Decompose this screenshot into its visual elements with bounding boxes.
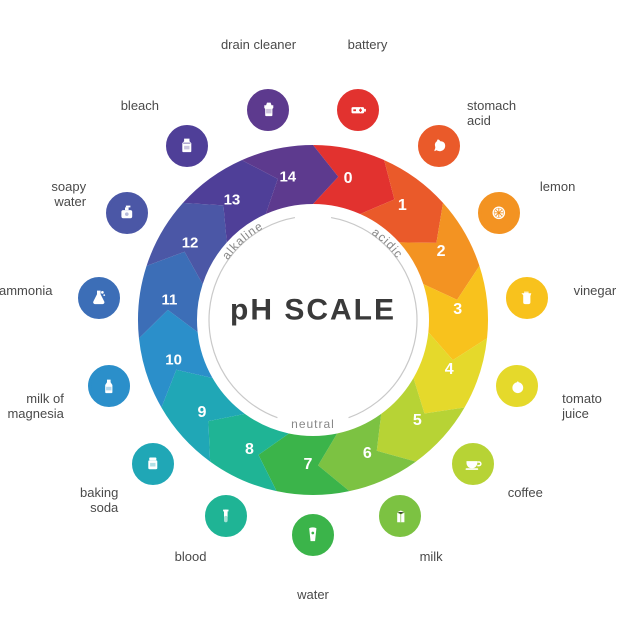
ph-icon-13 — [166, 125, 208, 167]
ph-label-12: soapy water — [51, 180, 86, 210]
ph-icon-11 — [78, 277, 120, 319]
ph-icon-14 — [247, 89, 289, 131]
ph-label-6: milk — [420, 550, 443, 565]
ph-icon-6 — [379, 495, 421, 537]
ph-label-0: battery — [348, 38, 388, 53]
ph-label-10: milk of magnesia — [7, 392, 63, 422]
stomach-icon — [418, 125, 460, 167]
ph-label-1: stomach acid — [467, 99, 516, 129]
ph-icon-5 — [452, 443, 494, 485]
ph-icon-3 — [506, 277, 548, 319]
ph-label-9: baking soda — [80, 486, 118, 516]
ph-icon-7 — [292, 514, 334, 556]
region-label-neutral: neutral — [291, 417, 335, 431]
ph-icon-0 — [337, 89, 379, 131]
ph-icon-2 — [478, 192, 520, 234]
tube-icon — [205, 495, 247, 537]
jug-icon — [506, 277, 548, 319]
ph-label-7: water — [297, 588, 329, 603]
ph-label-11: ammonia — [0, 284, 52, 299]
ph-label-5: coffee — [508, 486, 543, 501]
glass-icon — [292, 514, 334, 556]
ph-icon-12 — [106, 192, 148, 234]
drain-icon — [247, 89, 289, 131]
ph-icon-8 — [205, 495, 247, 537]
ph-label-8: blood — [175, 550, 207, 565]
ph-icon-9 — [132, 443, 174, 485]
soap-icon — [106, 192, 148, 234]
carton-icon — [379, 495, 421, 537]
ph-icon-10 — [88, 365, 130, 407]
bleach-icon — [166, 125, 208, 167]
ph-icon-1 — [418, 125, 460, 167]
flask-icon — [78, 277, 120, 319]
tomato-icon — [496, 365, 538, 407]
lemon-icon — [478, 192, 520, 234]
cup-icon — [452, 443, 494, 485]
ph-label-3: vinegar — [574, 284, 617, 299]
ph-icon-4 — [496, 365, 538, 407]
bottle-icon — [88, 365, 130, 407]
ph-label-14: drain cleaner — [221, 38, 296, 53]
ph-label-4: tomato juice — [562, 392, 602, 422]
page-title: pH SCALE — [230, 293, 396, 327]
ph-label-13: bleach — [121, 99, 159, 114]
battery-icon — [337, 89, 379, 131]
ph-label-2: lemon — [540, 180, 575, 195]
jar-icon — [132, 443, 174, 485]
